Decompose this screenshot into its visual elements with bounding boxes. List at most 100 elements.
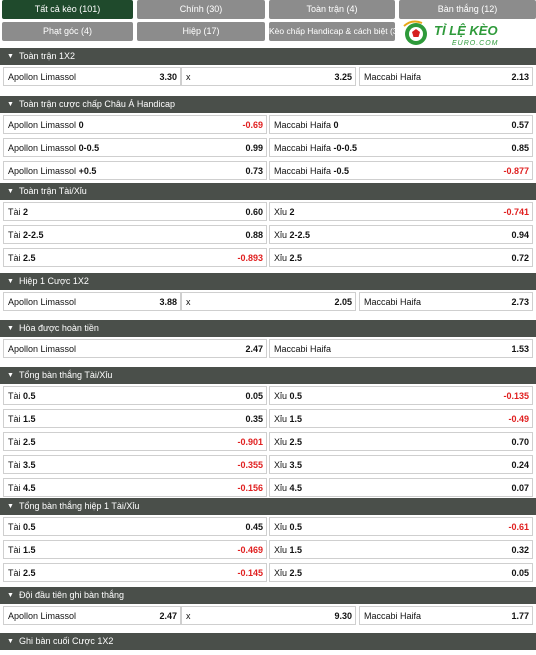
- odds-value: 2.13: [511, 72, 529, 82]
- collapse-triangle-icon[interactable]: ▼: [7, 188, 14, 195]
- odds-cell[interactable]: x 3.25: [181, 67, 356, 86]
- odds-cell[interactable]: Xỉu 2-2.5 0.94: [269, 225, 533, 244]
- odds-value: 3.30: [159, 72, 177, 82]
- odds-cell[interactable]: Maccabi Haifa 0 0.57: [269, 115, 533, 134]
- odds-cell[interactable]: Xỉu 2.5 0.70: [269, 432, 533, 451]
- odds-value: 1.53: [511, 344, 529, 354]
- odds-cell[interactable]: Apollon Limassol 0 -0.69: [3, 115, 267, 134]
- odds-row: Apollon Limassol 0 -0.69 Maccabi Haifa 0 0.…: [0, 115, 536, 136]
- market-section: ▼ Ghi bàn cuối Cược 1X2: [0, 633, 536, 650]
- odds-cell[interactable]: Apollon Limassol 0-0.5 0.99: [3, 138, 267, 157]
- odds-value: 0.85: [511, 143, 529, 153]
- selection-name: Xỉu: [274, 230, 288, 240]
- selection-label: Maccabi Haifa -0-0.5: [274, 139, 357, 156]
- tab-corners[interactable]: Phạt góc (4): [2, 22, 133, 41]
- section-header[interactable]: ▼ Ghi bàn cuối Cược 1X2: [0, 633, 536, 650]
- section-header[interactable]: ▼ Toàn trận cược chấp Châu Á Handicap: [0, 96, 536, 113]
- odds-cell[interactable]: Xỉu 4.5 0.07: [269, 478, 533, 497]
- collapse-triangle-icon[interactable]: ▼: [7, 278, 14, 285]
- odds-cell[interactable]: Tài 0.5 0.05: [3, 386, 267, 405]
- odds-cell[interactable]: Tài 0.5 0.45: [3, 517, 267, 536]
- tab-full-match[interactable]: Toàn trận (4): [269, 0, 395, 19]
- odds-row: Tài 2 0.60 Xỉu 2 -0.741: [0, 202, 536, 223]
- odds-cell[interactable]: Maccabi Haifa -0-0.5 0.85: [269, 138, 533, 157]
- section-header[interactable]: ▼ Tổng bàn thắng hiệp 1 Tài/Xỉu: [0, 498, 536, 515]
- collapse-triangle-icon[interactable]: ▼: [7, 503, 14, 510]
- odds-row: Apollon Limassol 2.47 Maccabi Haifa 1.53: [0, 339, 536, 360]
- market-tabs: Tất cả kèo (101) Chính (30) Toàn trận (4…: [0, 0, 536, 47]
- collapse-triangle-icon[interactable]: ▼: [7, 325, 14, 332]
- odds-cell[interactable]: Tài 2.5 -0.901: [3, 432, 267, 451]
- odds-cell[interactable]: Apollon Limassol 2.47: [3, 606, 181, 625]
- odds-cell[interactable]: Maccabi Haifa 2.13: [359, 67, 533, 86]
- odds-cell[interactable]: Xỉu 0.5 -0.61: [269, 517, 533, 536]
- tab-goals[interactable]: Bàn thắng (12): [399, 0, 536, 19]
- selection-name: Tài: [8, 230, 21, 240]
- odds-value: -0.741: [503, 207, 529, 217]
- section-title: Ghi bàn cuối Cược 1X2: [18, 636, 114, 646]
- selection-label: Tài 0.5: [8, 387, 36, 404]
- tab-main[interactable]: Chính (30): [137, 0, 265, 19]
- odds-cell[interactable]: Xỉu 0.5 -0.135: [269, 386, 533, 405]
- odds-cell[interactable]: Tài 2.5 -0.145: [3, 563, 267, 582]
- odds-cell[interactable]: Maccabi Haifa 1.77: [359, 606, 533, 625]
- collapse-triangle-icon[interactable]: ▼: [7, 53, 14, 60]
- selection-name: Xỉu: [274, 545, 288, 555]
- odds-cell[interactable]: Tài 2 0.60: [3, 202, 267, 221]
- selection-name: Tài: [8, 253, 21, 263]
- odds-cell[interactable]: Tài 1.5 -0.469: [3, 540, 267, 559]
- selection-label: Tài 4.5: [8, 479, 36, 496]
- odds-value: 3.25: [334, 72, 352, 82]
- market-section: ▼ Hiệp 1 Cược 1X2 Apollon Limassol 3.88 x 2.0…: [0, 273, 536, 313]
- odds-cell[interactable]: Xỉu 2.5 0.72: [269, 248, 533, 267]
- odds-cell[interactable]: x 9.30: [181, 606, 356, 625]
- odds-cell[interactable]: Xỉu 1.5 -0.49: [269, 409, 533, 428]
- odds-cell[interactable]: Xỉu 2.5 0.05: [269, 563, 533, 582]
- logo-sub-text: EURO.COM: [452, 40, 499, 47]
- collapse-triangle-icon[interactable]: ▼: [7, 101, 14, 108]
- section-title: Toàn trận 1X2: [18, 51, 75, 61]
- section-header[interactable]: ▼ Đội đầu tiên ghi bàn thắng: [0, 587, 536, 604]
- tab-half[interactable]: Hiệp (17): [137, 22, 265, 41]
- odds-cell[interactable]: Tài 3.5 -0.355: [3, 455, 267, 474]
- odds-cell[interactable]: Apollon Limassol +0.5 0.73: [3, 161, 267, 180]
- selection-label: x: [186, 607, 191, 624]
- collapse-triangle-icon[interactable]: ▼: [7, 638, 14, 645]
- selection-label: Xỉu 1.5: [274, 541, 302, 558]
- odds-cell[interactable]: Maccabi Haifa 1.53: [269, 339, 533, 358]
- collapse-triangle-icon[interactable]: ▼: [7, 372, 14, 379]
- tab-handicap[interactable]: Kèo chấp Handicap & cách biệt (3): [269, 22, 395, 41]
- handicap-line: 4.5: [289, 483, 303, 493]
- logo-main-text: TỈ LỆ KÈO: [434, 23, 498, 38]
- odds-cell[interactable]: Tài 2-2.5 0.88: [3, 225, 267, 244]
- odds-cell[interactable]: x 2.05: [181, 292, 356, 311]
- odds-cell[interactable]: Tài 1.5 0.35: [3, 409, 267, 428]
- selection-name: Maccabi Haifa: [274, 120, 332, 130]
- odds-cell[interactable]: Apollon Limassol 3.88: [3, 292, 181, 311]
- selection-label: Tài 1.5: [8, 410, 36, 427]
- odds-cell[interactable]: Tài 2.5 -0.893: [3, 248, 267, 267]
- section-header[interactable]: ▼ Toàn trận 1X2: [0, 48, 536, 65]
- section-header[interactable]: ▼ Hiệp 1 Cược 1X2: [0, 273, 536, 290]
- section-header[interactable]: ▼ Tổng bàn thắng Tài/Xỉu: [0, 367, 536, 384]
- selection-label: Tài 2: [8, 203, 28, 220]
- odds-cell[interactable]: Apollon Limassol 3.30: [3, 67, 181, 86]
- odds-cell[interactable]: Apollon Limassol 2.47: [3, 339, 267, 358]
- odds-row: Tài 0.5 0.05 Xỉu 0.5 -0.135: [0, 386, 536, 407]
- odds-cell[interactable]: Xỉu 1.5 0.32: [269, 540, 533, 559]
- odds-cell[interactable]: Maccabi Haifa -0.5 -0.877: [269, 161, 533, 180]
- handicap-line: 1.5: [23, 414, 36, 424]
- odds-cell[interactable]: Tài 4.5 -0.156: [3, 478, 267, 497]
- section-header[interactable]: ▼ Toàn trận Tài/Xỉu: [0, 183, 536, 200]
- tab-all[interactable]: Tất cả kèo (101): [2, 0, 133, 19]
- odds-cell[interactable]: Xỉu 3.5 0.24: [269, 455, 533, 474]
- collapse-triangle-icon[interactable]: ▼: [7, 592, 14, 599]
- selection-label: Xỉu 2-2.5: [274, 226, 310, 243]
- site-logo[interactable]: TỈ LỆ KÈO EURO.COM: [400, 19, 536, 48]
- odds-value: 2.05: [334, 297, 352, 307]
- odds-cell[interactable]: Maccabi Haifa 2.73: [359, 292, 533, 311]
- section-header[interactable]: ▼ Hòa được hoàn tiền: [0, 320, 536, 337]
- odds-cell[interactable]: Xỉu 2 -0.741: [269, 202, 533, 221]
- odds-row: Tài 1.5 -0.469 Xỉu 1.5 0.32: [0, 540, 536, 561]
- selection-label: x: [186, 293, 191, 310]
